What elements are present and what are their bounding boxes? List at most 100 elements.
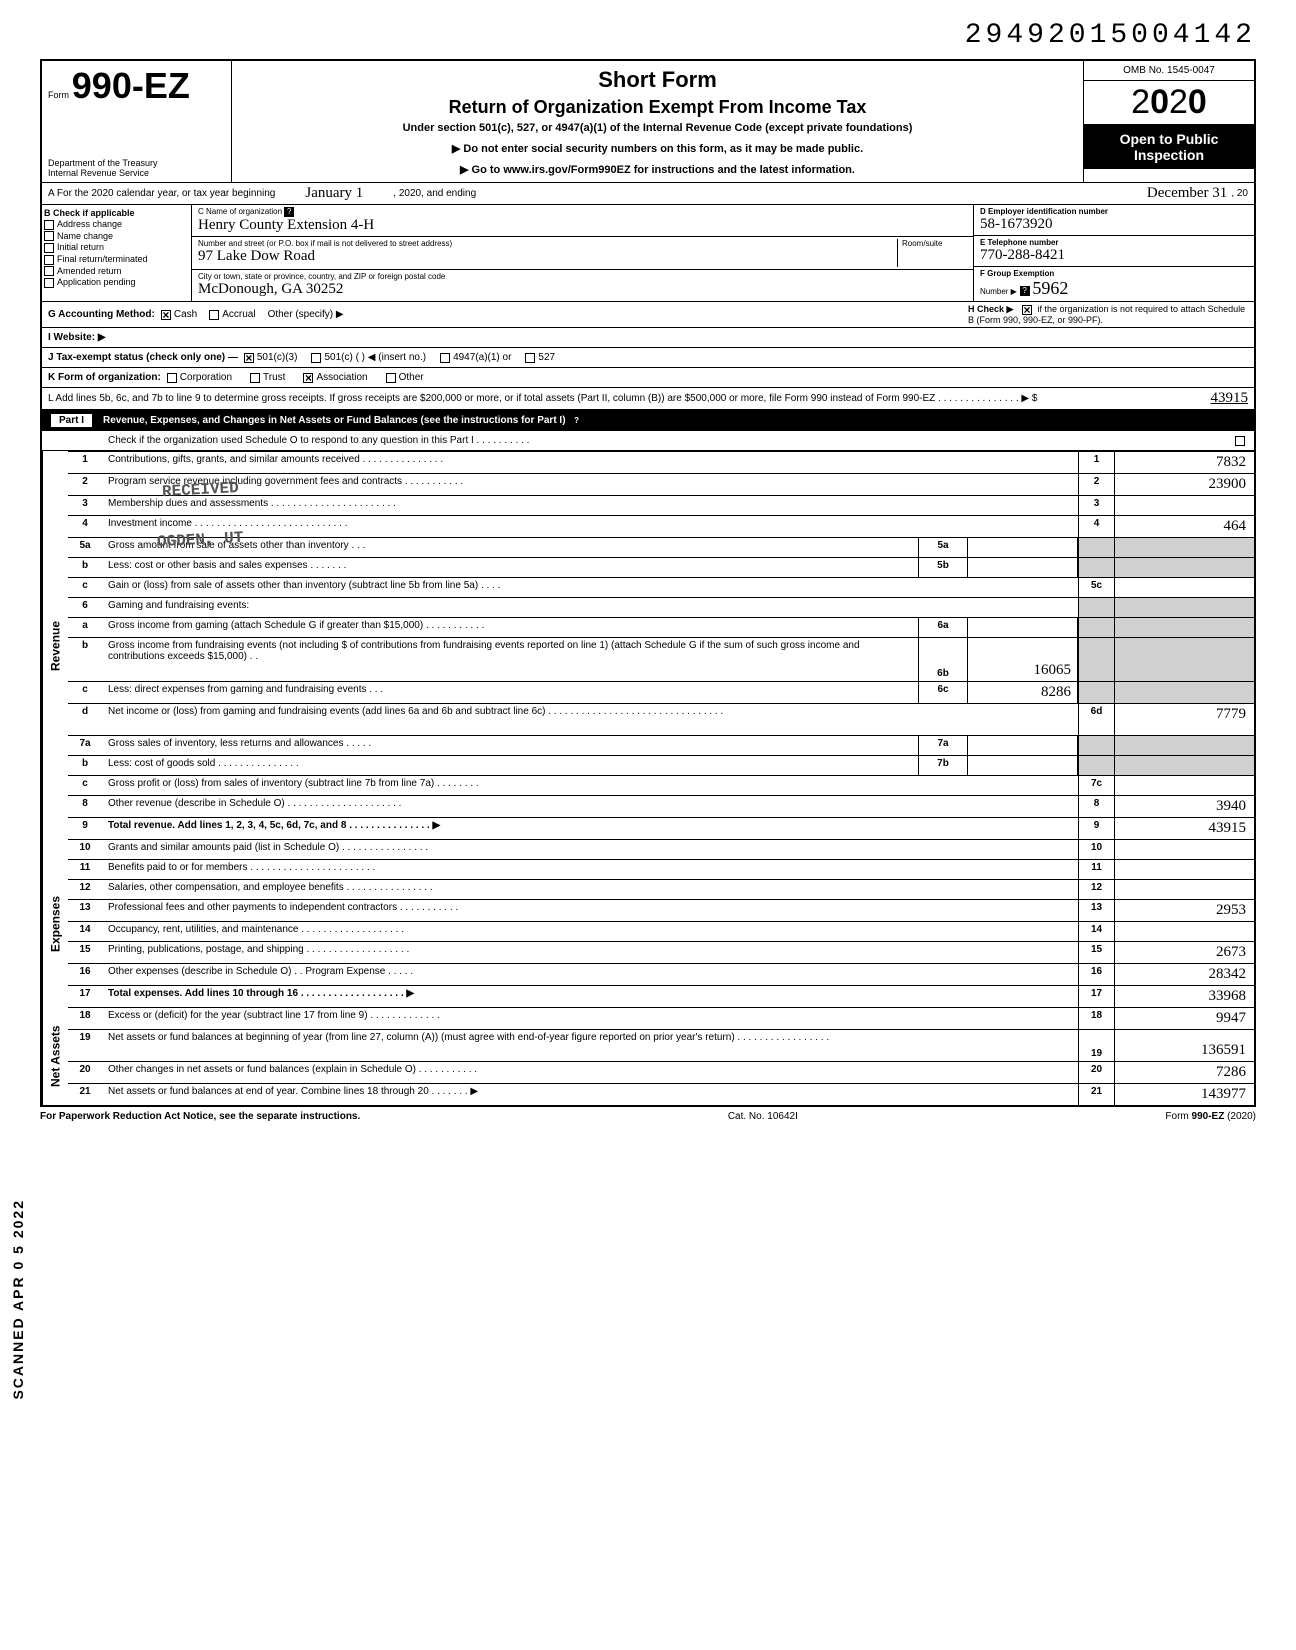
col-right: D Employer identification number 58-1673… xyxy=(974,205,1254,301)
ln-16: 16 xyxy=(68,964,102,985)
lbl-address-change: Address change xyxy=(57,219,122,229)
desc-5b: Less: cost or other basis and sales expe… xyxy=(102,558,918,577)
amt-7a xyxy=(1114,736,1254,755)
chk-address[interactable] xyxy=(44,220,54,230)
form-container: Form 990-EZ Department of the Treasury I… xyxy=(40,59,1256,1107)
open-public-2: Inspection xyxy=(1088,147,1250,163)
ln-12: 12 xyxy=(68,880,102,899)
mv-7a xyxy=(968,736,1078,755)
netassets-side-label: Net Assets xyxy=(42,1008,68,1105)
ln-1: 1 xyxy=(68,452,102,473)
chk-h[interactable] xyxy=(1022,305,1032,315)
lbl-initial: Initial return xyxy=(57,242,104,252)
url-line: ▶ Go to www.irs.gov/Form990EZ for instru… xyxy=(240,163,1075,176)
amt-10 xyxy=(1114,840,1254,859)
row-i: I Website: ▶ xyxy=(42,328,1254,348)
nc-7c: 7c xyxy=(1078,776,1114,795)
opt-501c: 501(c) ( ) ◀ (insert no.) xyxy=(324,352,426,363)
amt-5b xyxy=(1114,558,1254,577)
lbl-pending: Application pending xyxy=(57,277,136,287)
opt-accrual: Accrual xyxy=(222,309,255,320)
name-label: C Name of organization xyxy=(198,207,282,216)
nc-3: 3 xyxy=(1078,496,1114,515)
row-a: A For the 2020 calendar year, or tax yea… xyxy=(42,183,1254,205)
open-public-1: Open to Public xyxy=(1088,131,1250,147)
check-line: Check if the organization used Schedule … xyxy=(108,435,529,446)
ln-21: 21 xyxy=(68,1084,102,1105)
desc-15: Printing, publications, postage, and shi… xyxy=(102,942,1078,963)
footer-left: For Paperwork Reduction Act Notice, see … xyxy=(40,1111,360,1122)
end-date: December 31 xyxy=(1147,185,1227,202)
row-j: J Tax-exempt status (check only one) — 5… xyxy=(42,348,1254,368)
tel-label: E Telephone number xyxy=(980,238,1248,247)
help-icon[interactable]: ? xyxy=(284,207,294,217)
nc-5c: 5c xyxy=(1078,578,1114,597)
nc-18: 18 xyxy=(1078,1008,1114,1029)
chk-final[interactable] xyxy=(44,255,54,265)
chk-cash[interactable] xyxy=(161,310,171,320)
desc-7a: Gross sales of inventory, less returns a… xyxy=(102,736,918,755)
amt-3 xyxy=(1114,496,1254,515)
desc-20: Other changes in net assets or fund bala… xyxy=(102,1062,1078,1083)
desc-6d: Net income or (loss) from gaming and fun… xyxy=(102,704,1078,735)
chk-assoc[interactable] xyxy=(303,373,313,383)
expenses-side-label: Expenses xyxy=(42,840,68,1008)
amt-7c xyxy=(1114,776,1254,795)
street-address: 97 Lake Dow Road xyxy=(198,248,897,265)
footer-right: Form 990-EZ (2020) xyxy=(1165,1111,1256,1122)
help-icon-3[interactable]: ? xyxy=(572,416,582,426)
ln-14: 14 xyxy=(68,922,102,941)
mv-6a xyxy=(968,618,1078,637)
row-i-label: I Website: ▶ xyxy=(48,332,106,343)
amt-11 xyxy=(1114,860,1254,879)
chk-other-org[interactable] xyxy=(386,373,396,383)
net-assets-section: Net Assets 18Excess or (deficit) for the… xyxy=(42,1008,1254,1105)
help-icon-2[interactable]: ? xyxy=(1020,286,1030,296)
amt-6b xyxy=(1114,638,1254,681)
desc-8: Other revenue (describe in Schedule O) .… xyxy=(102,796,1078,817)
row-k-label: K Form of organization: xyxy=(48,372,161,383)
opt-cash: Cash xyxy=(174,309,197,320)
amt-2: 23900 xyxy=(1114,474,1254,495)
chk-501c3[interactable] xyxy=(244,353,254,363)
ln-5b: b xyxy=(68,558,102,577)
scanned-stamp: SCANNED APR 0 5 2022 xyxy=(10,1199,26,1400)
revenue-section: Revenue RECEIVED OGDEN, UT 1Contribution… xyxy=(42,451,1254,840)
chk-527[interactable] xyxy=(525,353,535,363)
ln-7c: c xyxy=(68,776,102,795)
chk-trust[interactable] xyxy=(250,373,260,383)
ein-label: D Employer identification number xyxy=(980,207,1248,216)
form-header: Form 990-EZ Department of the Treasury I… xyxy=(42,61,1254,183)
mc-6c: 6c xyxy=(918,682,968,703)
chk-corp[interactable] xyxy=(167,373,177,383)
ln-9: 9 xyxy=(68,818,102,839)
chk-amended[interactable] xyxy=(44,266,54,276)
city-state-zip: McDonough, GA 30252 xyxy=(198,281,967,298)
ln-19: 19 xyxy=(68,1030,102,1061)
chk-accrual[interactable] xyxy=(209,310,219,320)
amt-13: 2953 xyxy=(1114,900,1254,921)
opt-assoc: Association xyxy=(316,372,367,383)
amt-7b xyxy=(1114,756,1254,775)
chk-4947[interactable] xyxy=(440,353,450,363)
ein-value: 58-1673920 xyxy=(980,216,1248,233)
nc-15: 15 xyxy=(1078,942,1114,963)
nc-8: 8 xyxy=(1078,796,1114,817)
chk-name[interactable] xyxy=(44,231,54,241)
chk-pending[interactable] xyxy=(44,278,54,288)
chk-501c[interactable] xyxy=(311,353,321,363)
ln-11: 11 xyxy=(68,860,102,879)
chk-sched-o[interactable] xyxy=(1235,436,1245,446)
chk-initial[interactable] xyxy=(44,243,54,253)
nc-13: 13 xyxy=(1078,900,1114,921)
mc-7b: 7b xyxy=(918,756,968,775)
ln-6: 6 xyxy=(68,598,102,617)
lbl-final: Final return/terminated xyxy=(57,254,148,264)
desc-16: Other expenses (describe in Schedule O) … xyxy=(102,964,1078,985)
desc-11: Benefits paid to or for members . . . . … xyxy=(102,860,1078,879)
amt-20: 7286 xyxy=(1114,1062,1254,1083)
row-l-text: L Add lines 5b, 6c, and 7b to line 9 to … xyxy=(48,393,1128,404)
col-b-head: B Check if applicable xyxy=(44,208,189,218)
nc-14: 14 xyxy=(1078,922,1114,941)
row-k: K Form of organization: Corporation Trus… xyxy=(42,368,1254,388)
